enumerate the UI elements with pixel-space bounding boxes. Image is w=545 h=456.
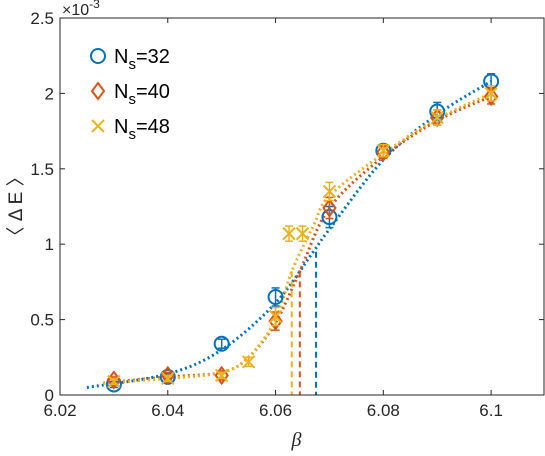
marker: [483, 86, 499, 107]
data-points: [105, 73, 500, 393]
y-tick-label: 2: [45, 84, 54, 103]
marker: [268, 309, 283, 324]
y-multiplier-exponent: -3: [89, 0, 100, 11]
x-tick-label: 6.06: [259, 401, 292, 420]
x-tick-label: 6.02: [43, 401, 76, 420]
legend-label: Ns=48: [114, 116, 170, 143]
y-axis-label: 〈 Δ E 〉: [5, 167, 27, 245]
marker: [268, 311, 283, 331]
point-s2-3: [241, 355, 256, 369]
legend-entry-2: Ns=48: [91, 116, 170, 143]
y-tick-label: 0: [45, 386, 54, 405]
point-s0-3: [267, 287, 284, 307]
x-tick-label: 6.04: [151, 401, 184, 420]
point-s2-9: [430, 109, 444, 126]
marker: [376, 142, 391, 162]
point-s2-7: [322, 181, 337, 202]
legend-label: Ns=40: [114, 81, 170, 108]
marker: [107, 374, 121, 389]
marker: [295, 226, 310, 241]
point-s2-5: [282, 225, 296, 242]
legend-marker: [90, 48, 106, 64]
marker: [322, 198, 337, 218]
point-s2-10: [484, 85, 498, 102]
point-s2-1: [161, 371, 175, 386]
x-tick-label: 6.1: [479, 401, 503, 420]
marker: [161, 371, 175, 386]
legend-entry-0: Ns=32: [90, 46, 170, 73]
point-s2-6: [295, 225, 310, 242]
fit-curve-0: [86, 80, 492, 389]
point-s2-0: [107, 374, 121, 389]
fit-curves: [86, 80, 492, 389]
marker: [282, 226, 296, 241]
x-tick-label: 6.08: [367, 401, 400, 420]
y-multiplier: ×10-3: [62, 0, 100, 19]
marker: [213, 335, 230, 352]
point-s0-2: [213, 335, 230, 352]
marker: [484, 86, 498, 101]
y-tick-label: 0.5: [30, 311, 54, 330]
marker: [322, 184, 337, 199]
legend: Ns=32 Ns=40 Ns=48: [90, 46, 170, 143]
point-s2-8: [376, 143, 391, 158]
y-tick-label: 1: [45, 235, 54, 254]
axes: 6.02 6.04 6.06 6.08 6.1 0 0.5 1 1.5 2 2.5 ×10-3 β 〈 Δ…: [5, 0, 545, 451]
point-s2-2: [214, 368, 229, 383]
legend-label: Ns=32: [114, 46, 170, 73]
marker: [376, 143, 391, 158]
marker: [430, 110, 444, 125]
legend-marker: [90, 81, 106, 101]
marker: [214, 368, 229, 383]
point-s2-4: [268, 306, 283, 327]
legend-marker: [91, 119, 105, 133]
marker: [267, 288, 284, 305]
y-tick-label: 2.5: [30, 9, 54, 28]
plot-frame: [59, 17, 545, 396]
y-tick-label: 1.5: [30, 160, 54, 179]
fit-curve-2: [103, 92, 492, 385]
legend-entry-1: Ns=40: [90, 81, 170, 108]
x-axis-label: β: [291, 429, 302, 451]
crossing-lines: [290, 251, 317, 395]
marker: [160, 365, 176, 386]
marker: [241, 355, 256, 369]
